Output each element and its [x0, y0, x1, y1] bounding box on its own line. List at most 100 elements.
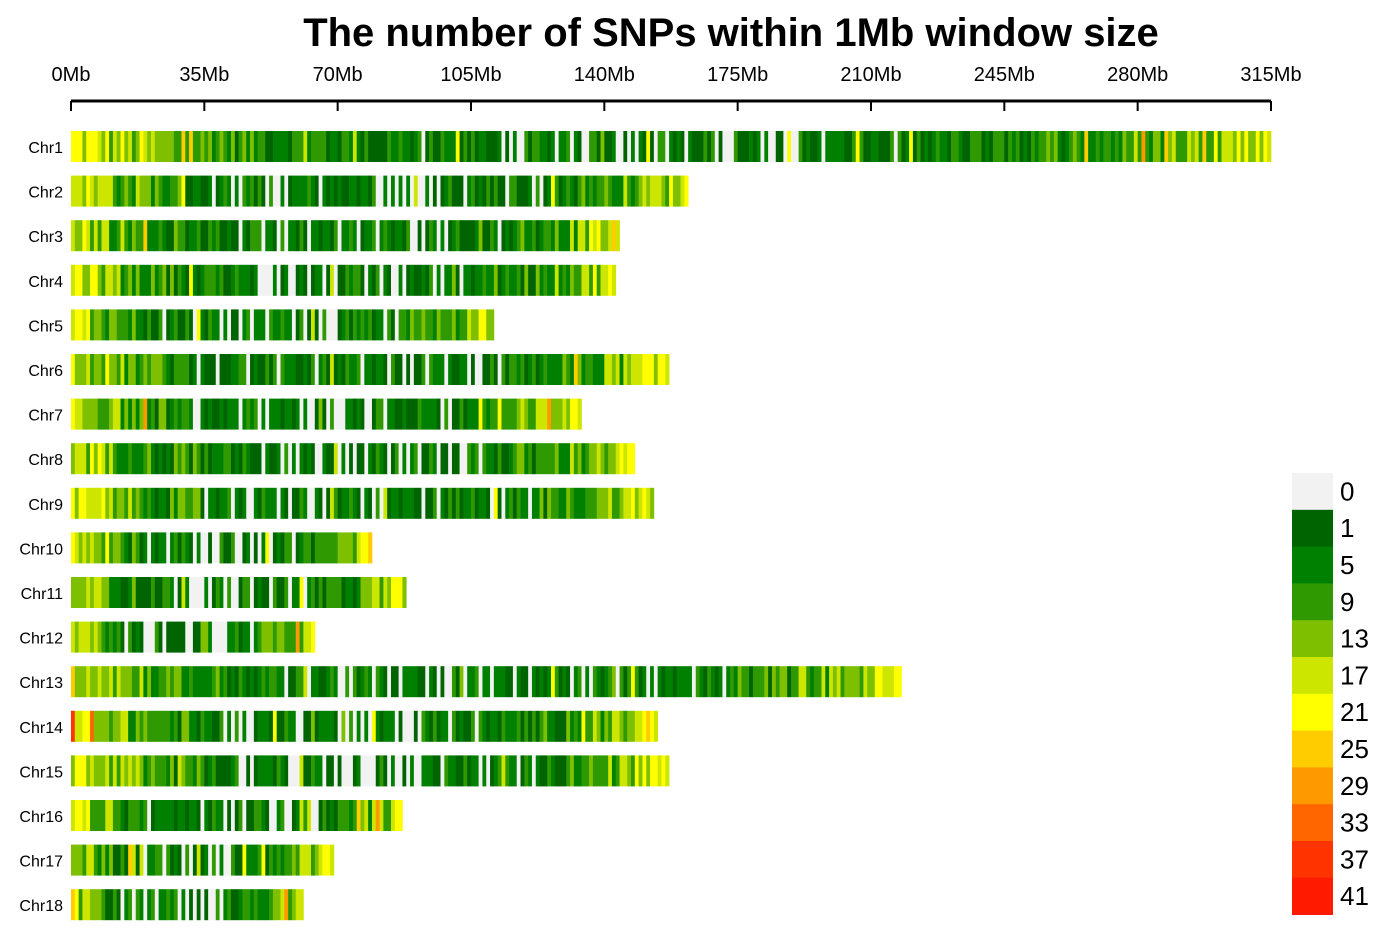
- snp-window-cell: [490, 666, 495, 698]
- snp-window-cell: [722, 131, 727, 162]
- snp-window-cell: [124, 532, 129, 564]
- snp-window-cell: [596, 175, 601, 207]
- snp-window-cell: [215, 800, 220, 831]
- snp-window-cell: [356, 755, 361, 787]
- snp-window-cell: [429, 354, 434, 385]
- snp-window-cell: [158, 710, 163, 742]
- snp-window-cell: [112, 577, 118, 608]
- snp-window-cell: [269, 131, 274, 162]
- chromosome-track-chr12: Chr12: [19, 621, 316, 653]
- snp-window-cell: [893, 666, 899, 698]
- snp-window-cell: [192, 220, 198, 252]
- snp-window-cell: [573, 175, 579, 207]
- snp-window-cell: [295, 487, 300, 519]
- snp-window-cell: [817, 666, 822, 698]
- snp-window-cell: [455, 755, 460, 787]
- snp-window-cell: [947, 131, 952, 162]
- snp-window-cell: [657, 175, 662, 207]
- snp-window-cell: [352, 220, 358, 252]
- snp-window-cell: [688, 666, 693, 698]
- snp-window-cell: [166, 800, 171, 831]
- snp-window-cell: [71, 443, 76, 475]
- snp-window-cell: [97, 532, 102, 564]
- snp-window-cell: [440, 354, 445, 385]
- snp-window-cell: [653, 354, 659, 385]
- snp-window-cell: [425, 131, 430, 162]
- snp-window-cell: [208, 264, 213, 296]
- snp-window-cell: [520, 666, 525, 698]
- snp-window-cell: [573, 354, 579, 385]
- snp-window-cell: [410, 398, 415, 430]
- snp-window-cell: [234, 487, 239, 519]
- snp-window-cell: [444, 443, 449, 475]
- snp-window-cell: [208, 889, 213, 921]
- snp-window-cell: [82, 175, 87, 207]
- snp-window-cell: [253, 354, 259, 385]
- snp-window-cell: [791, 666, 796, 698]
- snp-window-cell: [311, 755, 316, 787]
- snp-window-cell: [432, 131, 438, 162]
- snp-window-cell: [257, 532, 262, 564]
- snp-window-cell: [817, 131, 822, 162]
- snp-window-cell: [97, 844, 102, 876]
- snp-window-cell: [177, 755, 182, 787]
- snp-window-cell: [116, 354, 121, 385]
- snp-window-cell: [128, 621, 133, 653]
- snp-window-cell: [413, 309, 419, 341]
- snp-window-cell: [231, 309, 236, 341]
- snp-window-cell: [82, 666, 87, 698]
- snp-window-cell: [638, 131, 643, 162]
- snp-window-cell: [1072, 131, 1078, 162]
- snp-window-cell: [284, 398, 289, 430]
- snp-window-cell: [143, 354, 148, 385]
- snp-window-cell: [242, 889, 247, 921]
- snp-window-cell: [787, 666, 792, 698]
- snp-window-cell: [265, 666, 270, 698]
- snp-window-cell: [162, 621, 167, 653]
- snp-window-cell: [74, 443, 79, 475]
- snp-window-cell: [109, 755, 114, 787]
- snp-window-cell: [985, 131, 990, 162]
- snp-window-cell: [227, 220, 232, 252]
- snp-window-cell: [200, 577, 205, 608]
- snp-window-cell: [474, 264, 479, 296]
- snp-window-cell: [177, 532, 182, 564]
- snp-window-cell: [520, 354, 525, 385]
- snp-window-cell: [573, 264, 579, 296]
- snp-window-cell: [539, 443, 544, 475]
- snp-window-cell: [1244, 131, 1249, 162]
- snp-window-cell: [250, 844, 255, 876]
- snp-window-cell: [684, 131, 689, 162]
- snp-window-cell: [318, 354, 323, 385]
- snp-window-cell: [611, 175, 617, 207]
- snp-window-cell: [173, 309, 179, 341]
- legend-swatch: [1292, 509, 1333, 547]
- snp-window-cell: [196, 577, 201, 608]
- snp-window-cell: [303, 264, 308, 296]
- snp-window-cell: [93, 309, 99, 341]
- snp-window-cell: [429, 398, 434, 430]
- snp-window-cell: [371, 264, 377, 296]
- snp-window-cell: [657, 666, 662, 698]
- snp-window-cell: [478, 443, 483, 475]
- snp-window-cell: [314, 666, 319, 698]
- snp-window-cell: [158, 889, 163, 921]
- snp-window-cell: [634, 354, 639, 385]
- snp-window-cell: [539, 175, 544, 207]
- snp-window-cell: [291, 800, 297, 831]
- snp-window-cell: [398, 264, 403, 296]
- snp-window-cell: [291, 354, 297, 385]
- snp-window-cell: [360, 577, 365, 608]
- snp-window-cell: [398, 666, 403, 698]
- snp-window-cell: [604, 487, 609, 519]
- snp-window-cell: [215, 889, 220, 921]
- snp-window-cell: [543, 175, 548, 207]
- snp-window-cell: [124, 577, 129, 608]
- snp-window-cell: [261, 666, 266, 698]
- snp-window-cell: [375, 800, 380, 831]
- snp-window-cell: [109, 175, 114, 207]
- snp-window-cell: [151, 309, 156, 341]
- snp-window-cell: [253, 844, 259, 876]
- snp-window-cell: [474, 755, 479, 787]
- snp-window-cell: [307, 621, 312, 653]
